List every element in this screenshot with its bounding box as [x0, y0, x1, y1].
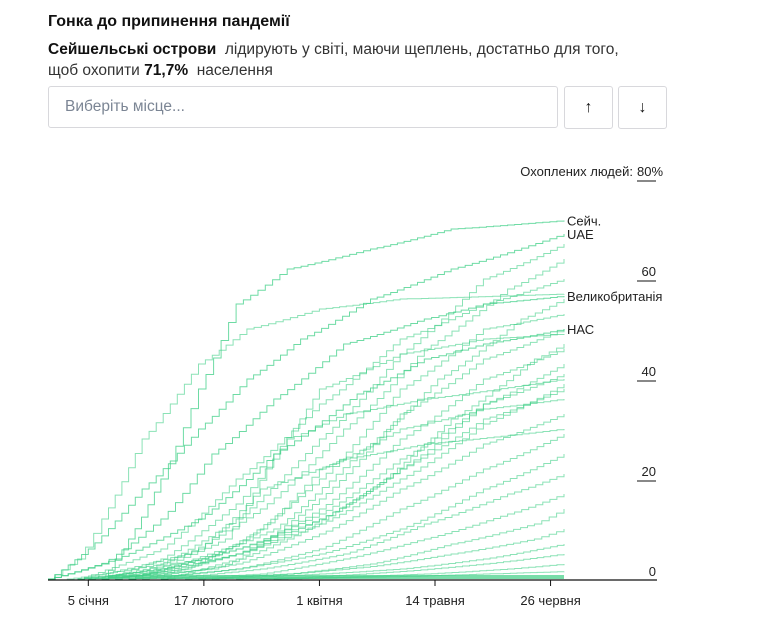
series-line-4 — [48, 293, 565, 580]
y-tick-label: 0 — [649, 564, 656, 579]
series-line-9 — [88, 344, 565, 580]
series-line-16 — [115, 349, 565, 580]
arrow-down-icon: ↓ — [638, 98, 647, 116]
series-label: Великобританія — [567, 289, 662, 304]
series-label: UAE — [567, 227, 594, 242]
series-line-17 — [128, 414, 565, 580]
baseline-density — [108, 575, 564, 579]
arrow-up-icon: ↑ — [584, 98, 593, 116]
y-tick-label: 20 — [642, 464, 656, 479]
subtitle: Сейшельські острови лідирують у світі, м… — [48, 39, 678, 81]
series-line-29 — [115, 429, 565, 580]
x-tick-label: 14 травня — [405, 593, 465, 608]
y-tick-label: 60 — [642, 264, 656, 279]
x-tick-label: 5 січня — [68, 593, 109, 608]
leader-value: 71,7% — [144, 62, 189, 79]
y-axis-title: Охоплених людей: — [520, 164, 633, 179]
series-line-19 — [142, 454, 565, 580]
series-label: Сейч. — [567, 214, 601, 229]
y-tick-label: 80% — [637, 164, 663, 179]
series-line-30 — [160, 329, 565, 580]
series-line-5 — [66, 244, 565, 580]
leader-name: Сейшельські острови — [48, 41, 217, 58]
y-tick-label: 40 — [642, 364, 656, 379]
series-line-7 — [77, 279, 565, 580]
series-line-28 — [101, 379, 565, 580]
series-line-31 — [128, 314, 565, 580]
place-search-input[interactable] — [48, 86, 558, 128]
series-line-3 — [48, 329, 565, 580]
subtitle-text-2: щоб охопити — [48, 62, 140, 79]
series-line-8 — [88, 299, 565, 580]
series-line-20 — [160, 474, 565, 580]
x-tick-label: 1 квітня — [296, 593, 343, 608]
x-tick-label: 17 лютого — [174, 593, 234, 608]
page-title: Гонка до припинення пандемії — [48, 13, 290, 30]
next-button[interactable]: ↓ — [618, 86, 667, 129]
subtitle-text-3: населення — [196, 62, 273, 79]
subtitle-text: лідирують у світі, маючи щеплень, достат… — [224, 41, 619, 58]
series-line-1 — [48, 234, 565, 580]
prev-button[interactable]: ↑ — [564, 86, 613, 129]
series-line-13 — [88, 389, 565, 580]
x-tick-label: 26 червня — [520, 593, 580, 608]
series-line-12 — [77, 384, 565, 580]
series-label: НАС — [567, 322, 594, 337]
series-line-15 — [128, 334, 565, 580]
series-line-0 — [101, 220, 565, 580]
series-line-6 — [77, 259, 565, 580]
